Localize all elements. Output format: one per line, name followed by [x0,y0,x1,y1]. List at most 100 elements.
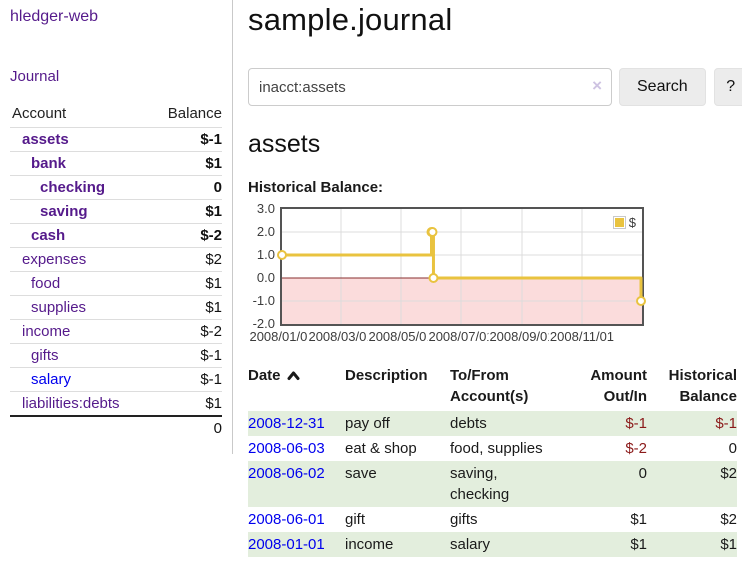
transaction-row: 2008-06-01 gift gifts $1 $2 [248,507,737,532]
transaction-amount-cell: $1 [630,511,647,528]
accounts-column-header: To/From Account(s) [450,367,529,405]
account-heading: assets [248,130,321,158]
y-tick-label: 1.0 [256,247,275,262]
transaction-date-link[interactable]: 2008-01-01 [248,536,325,553]
description-column-header: Description [345,367,428,384]
historical-balance-chart[interactable]: $ 2008/01/01 2008/03/01 2008/05/01 2008/07/… [248,201,646,347]
legend-swatch-icon [612,216,626,229]
account-balance: $-2 [200,323,222,340]
account-balance: $1 [205,299,222,316]
account-link[interactable]: bank [31,155,67,172]
y-tick-label: 2.0 [256,224,275,239]
transaction-row: 2008-06-02 save saving, checking 0 $2 [248,461,737,507]
balance-column-header: Historical Balance [668,367,737,405]
account-row: supplies $1 [10,295,222,320]
transaction-date-link[interactable]: 2008-06-01 [248,511,325,528]
transaction-amount-cell: $-2 [625,440,647,457]
register-header-row: Date Description To/From Account(s) Amou… [248,365,737,411]
x-tick-label: 2008/01/01 [248,329,316,344]
transaction-accounts-cell: salary [450,536,491,553]
account-column-header: Account [12,105,67,122]
account-link[interactable]: supplies [31,299,87,316]
account-balance: $2 [205,251,222,268]
legend-label: $ [628,215,636,230]
transaction-balance-cell: $-1 [715,415,737,432]
account-row: checking 0 [10,175,222,200]
x-tick-label: 2008/05/01 [367,329,435,344]
account-link[interactable]: expenses [22,251,87,268]
search-box: × [248,68,612,106]
account-link[interactable]: gifts [31,347,59,364]
transaction-row: 2008-06-03 eat & shop food, supplies $-2… [248,436,737,461]
account-link[interactable]: assets [22,131,69,148]
transaction-description-cell: income [345,536,394,553]
search-button[interactable]: Search [619,68,706,106]
transaction-balance-cell: $2 [720,511,737,528]
app-brand-link[interactable]: hledger-web [10,8,99,25]
transaction-date-cell: 2008-01-01 [248,532,345,557]
help-button[interactable]: ? [713,68,742,106]
accounts-header-row: Account Balance [10,103,222,128]
y-tick-label: 0.0 [256,270,275,285]
account-row: expenses $2 [10,247,222,272]
y-tick-label: -2.0 [252,316,275,331]
account-balance: $1 [205,155,222,172]
account-balance: $-2 [200,227,222,244]
x-tick-label: 2008/07/01 [427,329,495,344]
account-balance: $-1 [200,371,222,388]
sidebar: hledger-web Journal Account Balance asse… [0,0,233,454]
account-link[interactable]: income [22,323,71,340]
y-tick-label: 3.0 [256,201,275,216]
account-link[interactable]: cash [31,227,66,244]
account-row: bank $1 [10,151,222,176]
data-point-marker [277,250,287,260]
account-row: gifts $-1 [10,343,222,368]
account-row: income $-2 [10,319,222,344]
search-input[interactable] [248,68,612,106]
transaction-balance-cell: 0 [728,440,737,457]
x-tick-label: 2008/09/01 [488,329,556,344]
date-column-header[interactable]: Date [248,365,345,411]
account-link[interactable]: checking [40,179,106,196]
data-point-marker [427,227,438,237]
register-table: Date Description To/From Account(s) Amou… [248,365,737,557]
account-balance: 0 [213,179,222,196]
account-balance: $-1 [200,347,222,364]
account-link[interactable]: saving [40,203,88,220]
transaction-accounts-cell: gifts [450,511,478,528]
account-row: liabilities:debts $1 [10,391,222,417]
sidebar-nav: Journal [10,68,222,86]
transaction-balance-cell: $1 [720,536,737,553]
transaction-date-cell: 2008-06-03 [248,436,345,461]
transaction-date-link[interactable]: 2008-06-02 [248,465,325,482]
transaction-description-cell: eat & shop [345,440,417,457]
account-row: cash $-2 [10,223,222,248]
account-link[interactable]: food [31,275,61,292]
transaction-accounts-cell: food, supplies [450,440,543,457]
sidebar-item-journal[interactable]: Journal [10,68,60,85]
transaction-date-link[interactable]: 2008-06-03 [248,440,325,457]
account-row: salary $-1 [10,367,222,392]
main-content: sample.journal × Search ? assets Histori… [233,0,742,557]
transaction-date-link[interactable]: 2008-12-31 [248,415,325,432]
account-balance: $1 [205,203,222,220]
chart-plot[interactable]: $ [277,207,646,326]
account-link[interactable]: salary [31,371,72,388]
chart-svg [277,209,646,324]
data-point-marker [428,273,439,283]
transaction-amount-cell: 0 [638,465,647,482]
transaction-accounts-cell: saving, checking [450,465,510,503]
transaction-date-cell: 2008-12-31 [248,411,345,436]
accounts-table: Account Balance assets $-1 bank $1 check… [10,103,222,440]
transaction-balance-cell: $2 [720,465,737,482]
clear-search-icon[interactable]: × [592,76,602,95]
transaction-amount-cell: $1 [630,536,647,553]
account-balance: $1 [205,395,222,412]
account-link[interactable]: liabilities:debts [22,395,120,412]
transaction-description-cell: save [345,465,377,482]
accounts-total-balance: 0 [213,420,222,437]
transaction-amount-cell: $-1 [625,415,647,432]
transaction-description-cell: gift [345,511,366,528]
transaction-row: 2008-01-01 income salary $1 $1 [248,532,737,557]
chart-title: Historical Balance: [248,179,384,196]
